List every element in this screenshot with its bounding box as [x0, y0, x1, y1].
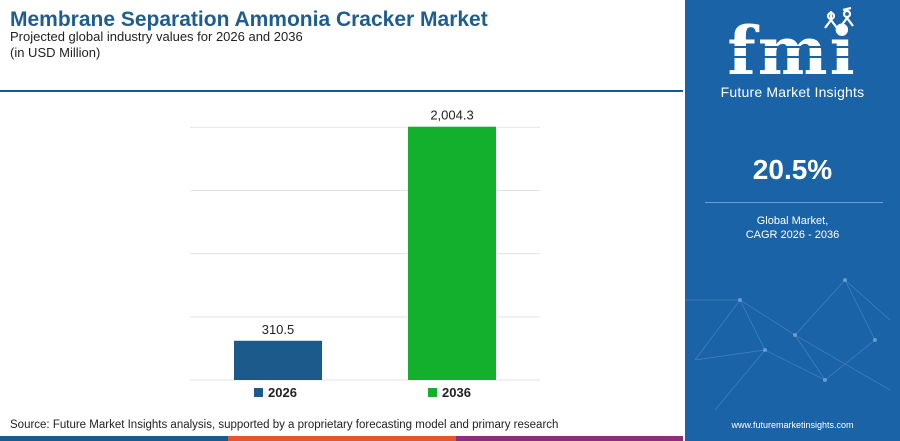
logo-figures-icon: [824, 6, 854, 29]
cagr-label-line1: Global Market,: [756, 215, 829, 227]
logo-tagline: Future Market Insights: [720, 84, 865, 100]
cagr-value: 20.5%: [752, 154, 833, 185]
bar-chart: 310.5 2,004.3 2026 2036: [190, 108, 540, 400]
bottom-color-strip: [0, 436, 683, 441]
network-pattern-icon: [685, 278, 891, 411]
chart-title: Membrane Separation Ammonia Cracker Mark…: [10, 8, 488, 31]
data-label-2026: 310.5: [262, 322, 295, 337]
chart-area: 310.5 2,004.3 2026 2036: [0, 92, 683, 410]
legend-swatch-2026: [254, 388, 263, 397]
website-url: www.futuremarketinsights.com: [731, 420, 854, 430]
legend-label-2036: 2036: [442, 385, 471, 400]
chart-subtitle: Projected global industry values for 202…: [10, 29, 303, 44]
bar-2026: [234, 340, 322, 380]
legend-label-2026: 2026: [268, 385, 297, 400]
logo-stripes: [725, 46, 860, 58]
sidebar-panel: fmi Future Market Insights 20.5% Global …: [685, 0, 900, 441]
sidebar-divider: [705, 202, 883, 203]
chart-header: Membrane Separation Ammonia Cracker Mark…: [0, 0, 683, 92]
data-label-2036: 2,004.3: [430, 108, 473, 123]
bar-2036: [408, 126, 496, 380]
bottom-strip-segment: [0, 436, 228, 441]
chart-unit-label: (in USD Million): [10, 45, 101, 60]
bottom-strip-segment: [228, 436, 456, 441]
cagr-label-line2: CAGR 2026 - 2036: [745, 229, 840, 241]
source-note: Source: Future Market Insights analysis,…: [10, 419, 559, 431]
fmi-logo: fmi: [725, 6, 860, 84]
bottom-strip-segment: [456, 436, 683, 441]
legend-swatch-2036: [428, 388, 437, 397]
